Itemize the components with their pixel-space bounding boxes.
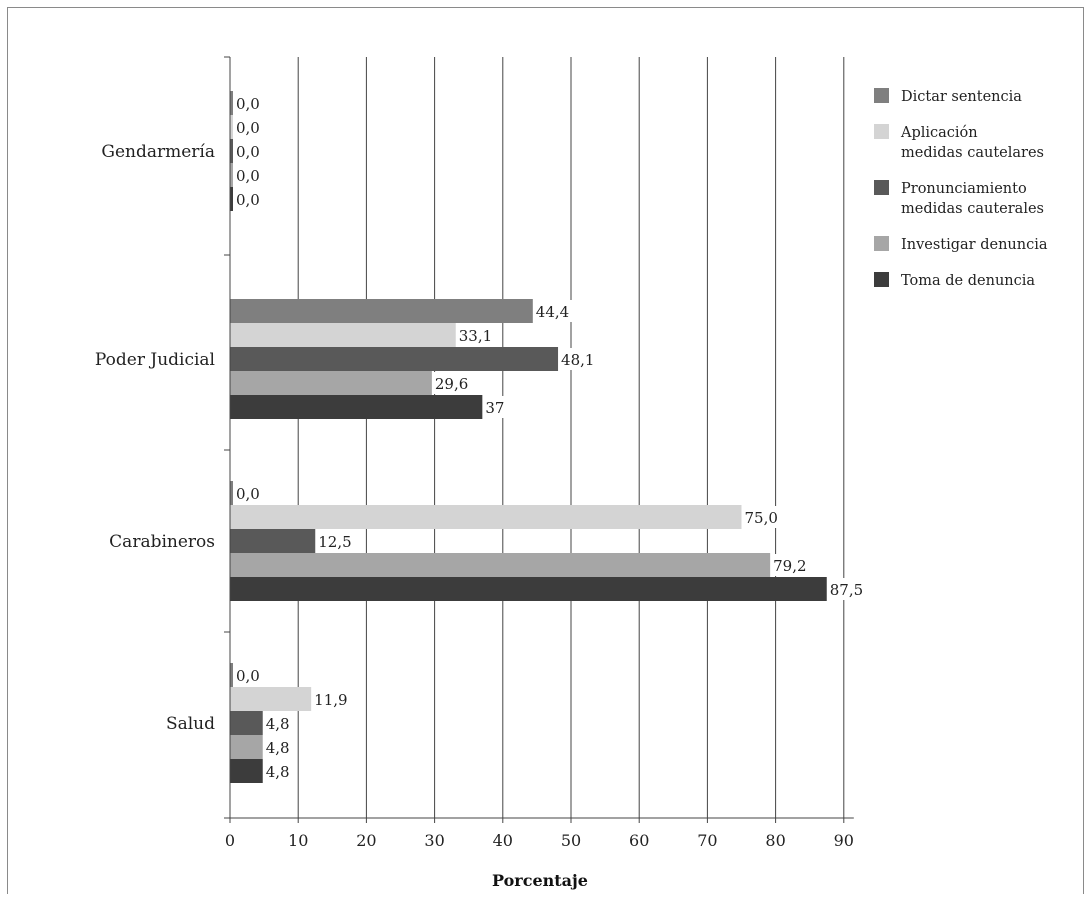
x-tick-label: 70: [697, 831, 717, 850]
bar: [230, 577, 827, 601]
data-label-bg: [483, 396, 506, 418]
legend-swatch: [874, 180, 889, 195]
bar: [230, 323, 456, 347]
legend-label: Investigar denuncia: [901, 237, 1048, 253]
bar: [230, 663, 233, 687]
bar: [230, 529, 316, 553]
category-label: Gendarmería: [101, 142, 215, 162]
figure-frame: [7, 7, 1084, 894]
legend-swatch: [874, 272, 889, 287]
data-label-bg: [432, 372, 473, 394]
data-label: 48,1: [561, 351, 594, 369]
bar: [230, 759, 263, 783]
bar: [230, 115, 233, 139]
x-tick-label: 20: [356, 831, 376, 850]
bar: [230, 481, 233, 505]
category-label: Poder Judicial: [95, 350, 215, 370]
bar: [230, 299, 533, 323]
axes: 0 10 20 30 40 50 60 70 80 90 Gendarmería Poder Judi…: [95, 56, 854, 850]
data-label-bg: [742, 506, 783, 528]
grid-lines: [297, 57, 845, 818]
bar: [230, 347, 559, 371]
data-label: 79,2: [773, 557, 806, 575]
data-label-bg: [263, 760, 295, 782]
x-tick-label: 90: [834, 831, 854, 850]
legend-label: Toma de denuncia: [901, 273, 1035, 289]
x-axis-title: Porcentaje: [492, 871, 588, 890]
legend-swatch: [874, 236, 889, 251]
data-label-bg: [263, 712, 295, 734]
x-tick-label: 0: [225, 831, 235, 850]
bar: [230, 371, 432, 395]
data-label-bg: [234, 92, 265, 114]
data-label-bg: [234, 482, 265, 504]
data-label-bg: [771, 554, 812, 576]
data-label-bg: [234, 188, 265, 210]
x-tick-label: 80: [765, 831, 785, 850]
data-label: 37: [485, 399, 504, 417]
data-label-bg: [234, 664, 265, 686]
legend-swatch: [874, 124, 889, 139]
category-label: Salud: [166, 714, 215, 734]
x-tick-label: 30: [424, 831, 444, 850]
bar: [230, 163, 233, 187]
bars: 0,0 0,0 0,0 0,0 0,0 44,4 33,1 48,1 29,6 37 0,0 75,0…: [230, 91, 868, 783]
data-label-bg: [312, 688, 353, 710]
data-label: 44,4: [536, 303, 569, 321]
bar: [230, 139, 233, 163]
legend-label: Dictar sentencia: [901, 89, 1022, 105]
data-label: 0,0: [236, 119, 260, 137]
legend-swatch: [874, 88, 889, 103]
data-label: 4,8: [266, 715, 290, 733]
category-label: Carabineros: [109, 532, 215, 552]
data-label: 12,5: [318, 533, 351, 551]
x-tick-label: 40: [493, 831, 513, 850]
legend-label: Aplicación: [900, 125, 978, 141]
data-label: 0,0: [236, 95, 260, 113]
data-label: 33,1: [459, 327, 492, 345]
x-tick-label: 60: [629, 831, 649, 850]
data-label: 0,0: [236, 167, 260, 185]
data-label: 75,0: [745, 509, 778, 527]
data-label-bg: [456, 324, 497, 346]
data-label: 0,0: [236, 143, 260, 161]
bar: [230, 187, 233, 211]
data-label-bg: [234, 164, 265, 186]
data-label-bg: [263, 736, 295, 758]
legend: Dictar sentencia Aplicación medidas cautel…: [874, 88, 1048, 289]
data-label-bg: [559, 348, 600, 370]
data-label-bg: [234, 116, 265, 138]
data-label: 4,8: [266, 763, 290, 781]
bar: [230, 735, 263, 759]
data-label: 29,6: [435, 375, 468, 393]
data-label: 0,0: [236, 191, 260, 209]
bar: [230, 553, 771, 577]
bar: [230, 395, 483, 419]
bar: [230, 711, 263, 735]
data-label: 87,5: [830, 581, 863, 599]
x-tick-label: 50: [561, 831, 581, 850]
data-label-bg: [234, 140, 265, 162]
data-label: 4,8: [266, 739, 290, 757]
bar: [230, 91, 233, 115]
legend-label: Pronunciamiento: [901, 181, 1027, 197]
bar: [230, 687, 312, 711]
legend-label: medidas cauterales: [901, 201, 1044, 217]
bar: [230, 505, 742, 529]
x-tick-label: 10: [288, 831, 308, 850]
data-label-bg: [533, 300, 574, 322]
legend-label: medidas cautelares: [901, 145, 1044, 161]
data-label: 11,9: [314, 691, 347, 709]
data-label: 0,0: [236, 485, 260, 503]
data-label-bg: [827, 578, 868, 600]
data-label-bg: [316, 530, 357, 552]
data-label: 0,0: [236, 667, 260, 685]
